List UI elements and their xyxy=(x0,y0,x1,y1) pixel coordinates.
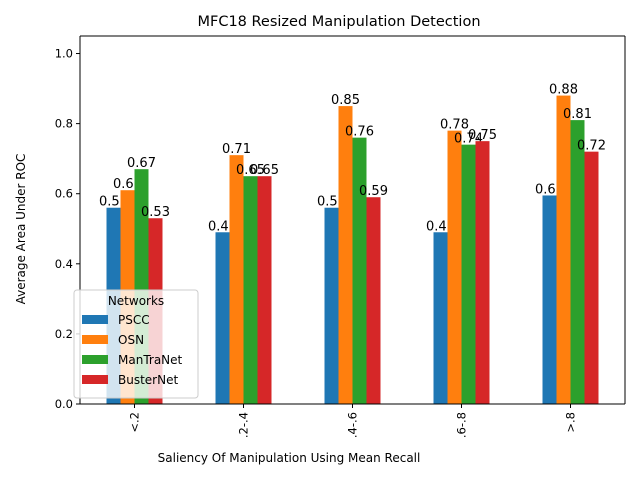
y-axis-label: Average Area Under ROC xyxy=(14,154,28,305)
legend-swatch-busternet xyxy=(82,375,108,384)
bar-pscc-2 xyxy=(324,207,339,404)
y-tick-label: 1.0 xyxy=(55,47,73,61)
bar-osn-1 xyxy=(229,155,244,404)
data-label: 0.76 xyxy=(345,125,374,140)
data-label: 0.75 xyxy=(468,128,497,143)
x-tick-label: .6-.8 xyxy=(455,412,469,438)
bar-mantranet-1 xyxy=(243,176,258,404)
bar-busternet-3 xyxy=(475,141,490,404)
x-axis-label: Saliency Of Manipulation Using Mean Reca… xyxy=(158,451,421,465)
bar-mantranet-3 xyxy=(461,144,476,404)
data-label: 0.65 xyxy=(236,163,265,178)
legend-label-busternet: BusterNet xyxy=(118,373,178,387)
x-tick-label: .4-.6 xyxy=(346,412,360,438)
bar-osn-4 xyxy=(556,95,571,404)
plot-area: 0.560.490.560.490.600.610.710.850.780.88… xyxy=(55,35,626,438)
y-tick-label: 0.2 xyxy=(55,327,73,341)
data-label: 0.65 xyxy=(250,163,279,178)
bar-mantranet-2 xyxy=(352,137,367,404)
y-tick-label: 0.8 xyxy=(55,117,73,131)
legend-label-osn: OSN xyxy=(118,333,144,347)
bar-busternet-1 xyxy=(257,176,272,404)
x-tick-label: .2-.4 xyxy=(237,412,251,438)
bar-mantranet-4 xyxy=(570,120,585,404)
legend-title: Networks xyxy=(108,294,164,308)
x-tick-label: >.8 xyxy=(564,412,578,433)
legend: Networks PSCC OSN ManTraNet BusterNet xyxy=(73,289,199,399)
data-label: 0.53 xyxy=(141,205,170,220)
bar-osn-3 xyxy=(447,130,462,404)
bar-pscc-4 xyxy=(542,195,557,404)
data-label: 0.72 xyxy=(577,139,606,154)
legend-swatch-mantranet xyxy=(82,355,108,364)
data-label: 0.78 xyxy=(440,118,469,133)
data-label: 0.88 xyxy=(549,83,578,98)
data-label: 0.85 xyxy=(331,93,360,108)
bar-osn-2 xyxy=(338,106,353,404)
x-tick-label: <.2 xyxy=(128,412,142,433)
data-label: 0.71 xyxy=(222,142,251,157)
legend-swatch-osn xyxy=(82,335,108,344)
data-label: 0.59 xyxy=(359,184,388,199)
chart-title: MFC18 Resized Manipulation Detection xyxy=(197,14,480,30)
bar-busternet-4 xyxy=(584,151,599,404)
bar-pscc-1 xyxy=(215,232,230,404)
legend-label-pscc: PSCC xyxy=(118,313,150,327)
data-label: 0.81 xyxy=(563,107,592,122)
data-label: 0.67 xyxy=(127,156,156,171)
y-tick-label: 0.4 xyxy=(55,257,73,271)
bar-pscc-3 xyxy=(433,232,448,404)
legend-label-mantranet: ManTraNet xyxy=(118,353,183,367)
y-tick-label: 0.0 xyxy=(55,397,73,411)
legend-swatch-pscc xyxy=(82,315,108,324)
bar-busternet-2 xyxy=(366,197,381,404)
y-tick-label: 0.6 xyxy=(55,187,73,201)
